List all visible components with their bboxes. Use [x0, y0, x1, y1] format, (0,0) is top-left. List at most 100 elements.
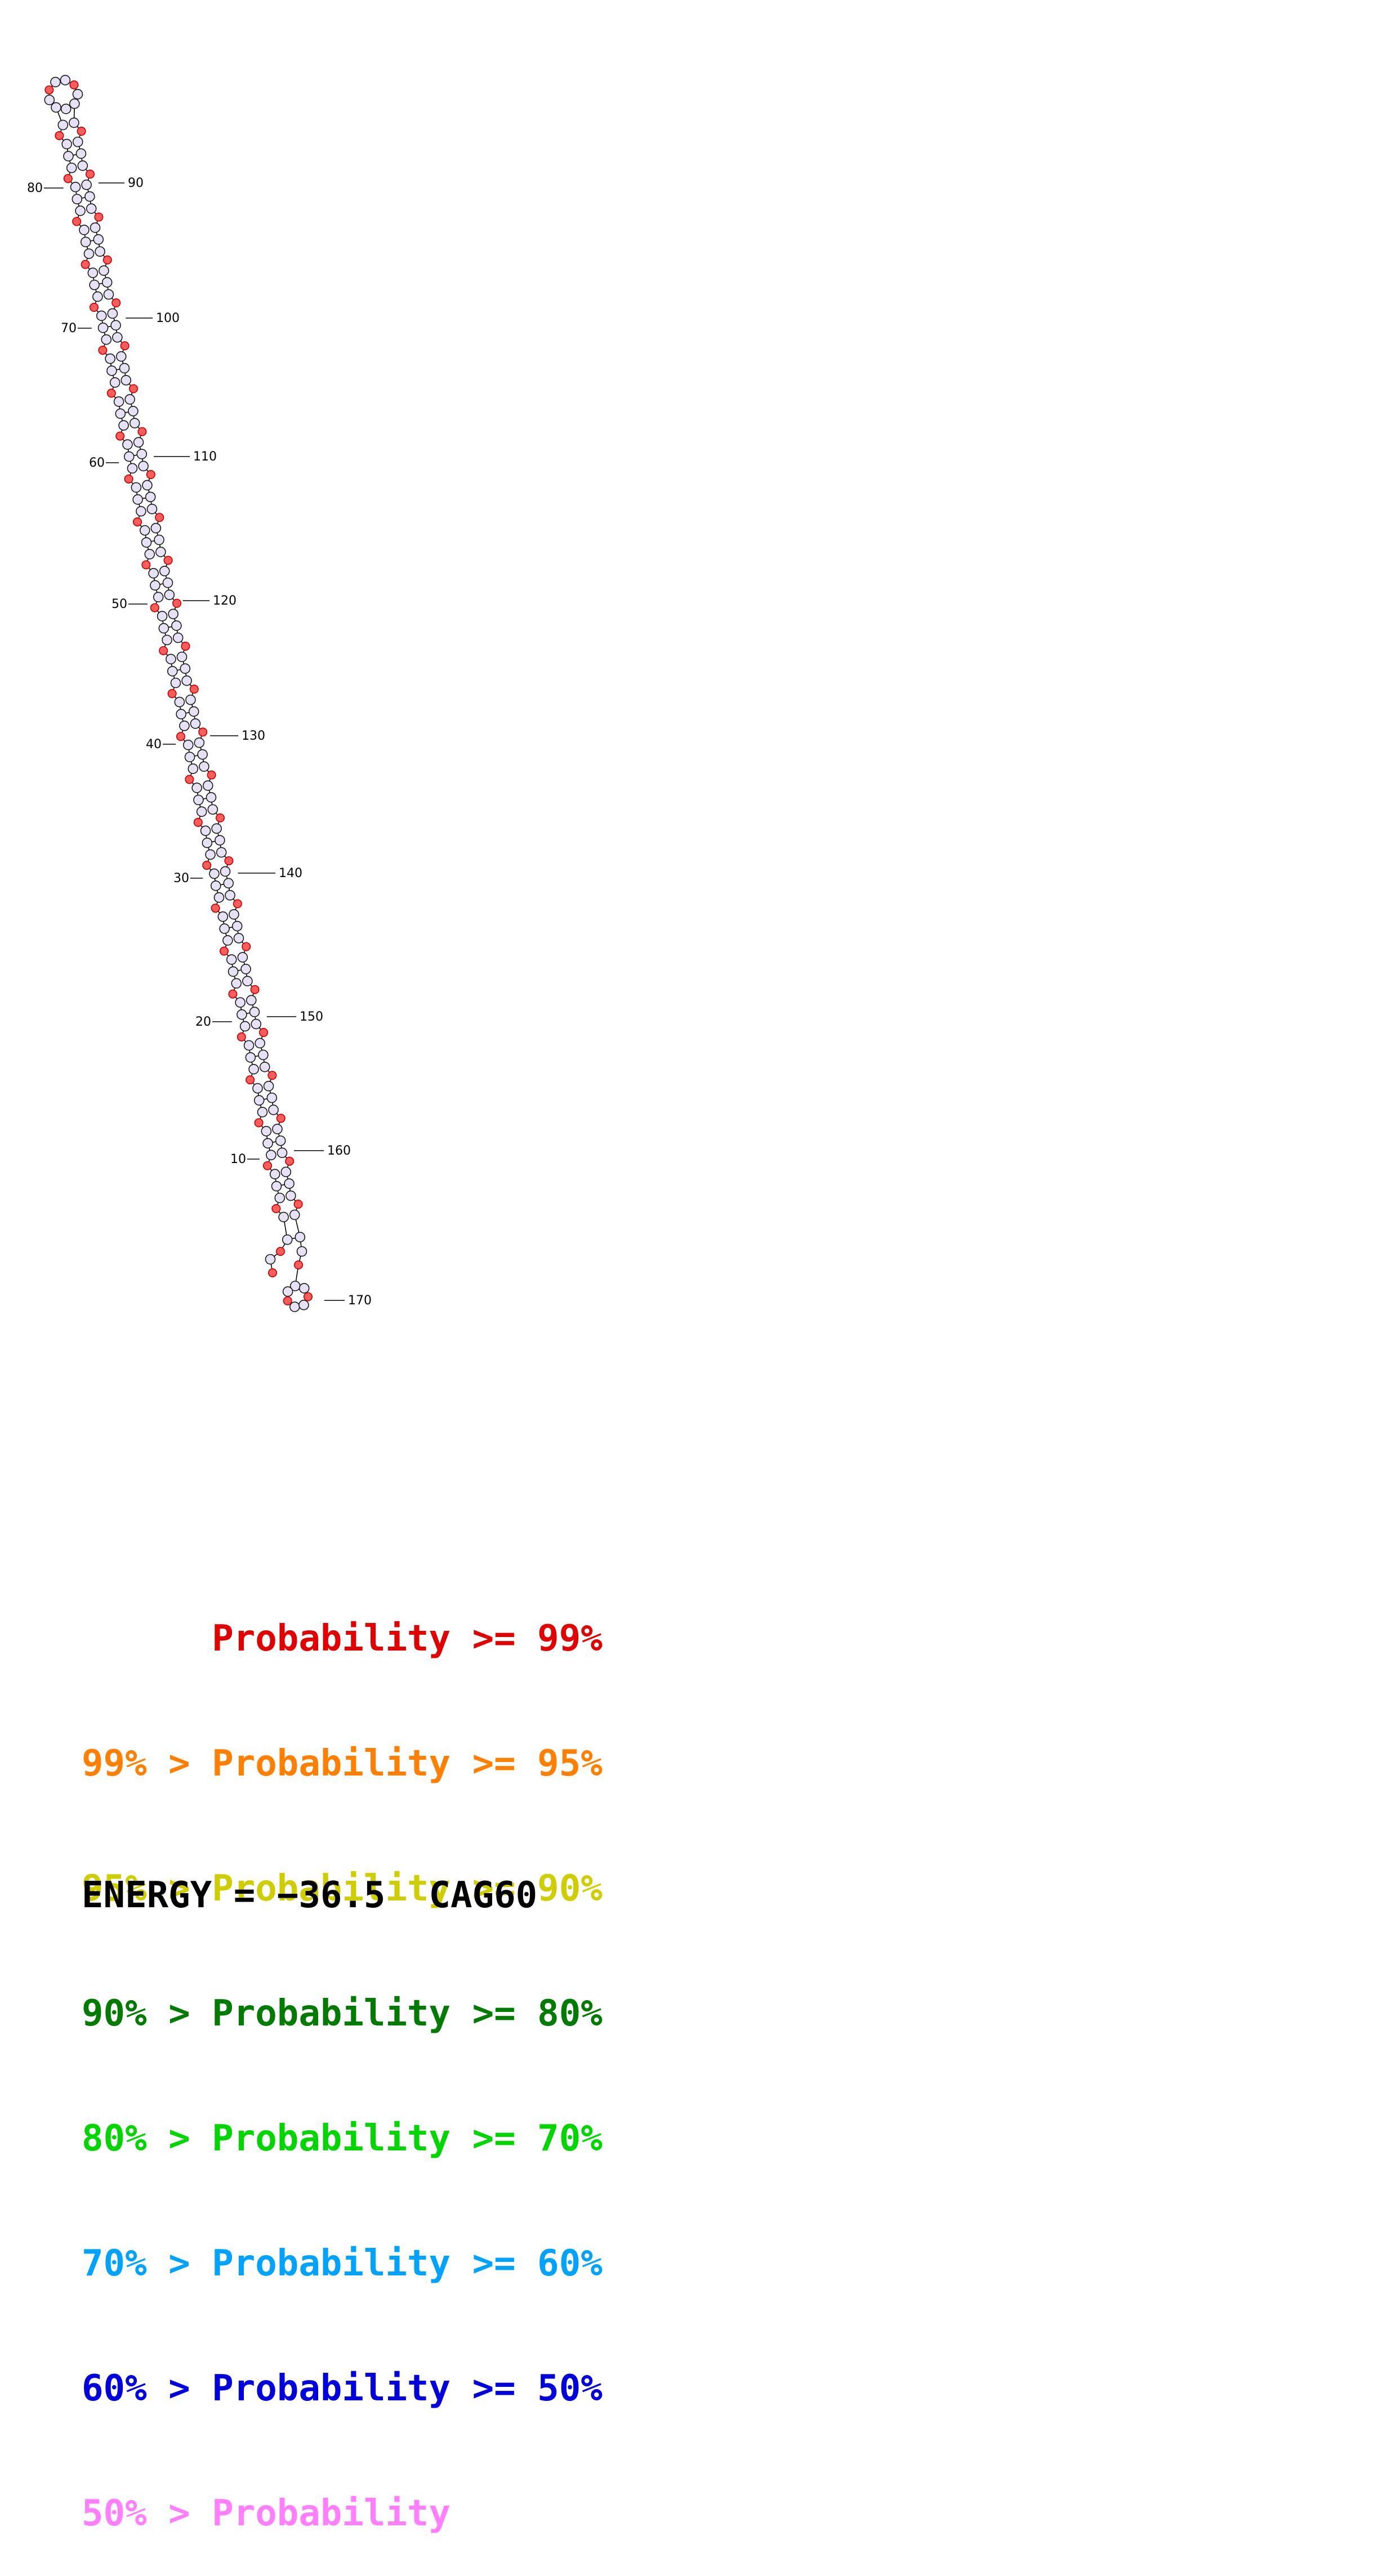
nucleotide-a-circle [203, 861, 211, 869]
nucleotide-circle [115, 409, 125, 418]
nucleotide-circle [159, 624, 168, 633]
nucleotide-a-circle [90, 303, 98, 311]
nucleotide-circle [64, 151, 73, 161]
nucleotide-circle [158, 611, 167, 621]
nucleotide-circle [67, 163, 77, 173]
nucleotide-circle [160, 566, 170, 576]
nucleotide-circle [123, 440, 132, 449]
nucleotide-circle [69, 118, 79, 128]
nucleotide-a-circle [225, 857, 233, 865]
legend-line-below-50: 50% > Probability [82, 2493, 603, 2534]
nucleotide-circle [164, 590, 174, 600]
nucleotide-circle [238, 952, 247, 962]
nucleotide-circle [99, 323, 108, 333]
nucleotide-a-circle [151, 603, 159, 611]
nucleotide-circle [275, 1193, 284, 1203]
nucleotide-circle [255, 1095, 264, 1105]
nucleotide-a-circle [194, 819, 202, 826]
nucleotide-circle [127, 463, 137, 473]
nucleotide-a-circle [130, 384, 137, 392]
nucleotide-circle [168, 609, 178, 619]
nucleotide-circle [60, 75, 70, 85]
nucleotide-circle [108, 308, 117, 318]
position-label: 170 [348, 1294, 372, 1308]
legend-line-50: 60% > Probability >= 50% [82, 2368, 603, 2409]
nucleotide-circle [162, 635, 172, 645]
nucleotide-circle [142, 480, 152, 490]
nucleotide-circle [121, 375, 131, 385]
nucleotide-circle [163, 578, 172, 588]
nucleotide-circle [166, 654, 176, 664]
nucleotide-a-circle [177, 732, 185, 740]
nucleotide-circle [71, 182, 81, 192]
nucleotide-circle [221, 867, 230, 876]
nucleotide-circle [87, 204, 96, 213]
nucleotide-circle [198, 750, 207, 759]
rna-structure-plot-page: { "legend": { "lines": [ {"text": " Prob… [0, 0, 1396, 1975]
nucleotide-circle [173, 633, 183, 642]
nucleotide-circle [51, 102, 61, 112]
nucleotide-a-circle [277, 1114, 285, 1122]
nucleotide-circle [102, 278, 112, 287]
nucleotide-circle [151, 524, 160, 533]
nucleotide-circle [211, 881, 221, 891]
nucleotide-circle [61, 104, 71, 114]
nucleotide-a-circle [133, 518, 141, 526]
nucleotide-circle [295, 1232, 305, 1242]
position-label: 90 [128, 176, 144, 190]
nucleotide-a-circle [185, 775, 193, 783]
nucleotide-a-circle [73, 217, 81, 225]
nucleotide-circle [99, 266, 109, 275]
nucleotide-a-circle [294, 1200, 302, 1208]
nucleotide-circle [241, 964, 251, 974]
nucleotide-circle [217, 848, 226, 857]
nucleotide-circle [119, 421, 128, 430]
nucleotide-a-circle [295, 1261, 302, 1269]
nucleotide-circle [227, 955, 237, 964]
position-label: 130 [242, 729, 265, 743]
nucleotide-circle [124, 452, 134, 462]
nucleotide-a-circle [268, 1071, 276, 1079]
nucleotide-circle [84, 249, 93, 258]
nucleotide-circle [156, 547, 166, 557]
nucleotide-circle [247, 995, 256, 1005]
nucleotide-circle [184, 740, 193, 750]
nucleotide-circle [255, 1039, 265, 1048]
nucleotide-circle [225, 891, 235, 900]
nucleotide-a-circle [251, 986, 258, 994]
nucleotide-circle [272, 1182, 282, 1191]
nucleotide-circle [114, 397, 124, 406]
nucleotide-a-circle [216, 814, 224, 822]
nucleotide-circle [269, 1105, 278, 1115]
nucleotide-circle [51, 77, 60, 87]
nucleotide-circle [137, 449, 146, 459]
nucleotide-circle [279, 1212, 288, 1222]
nucleotide-circle [125, 395, 135, 404]
nucleotide-circle [130, 418, 140, 428]
nucleotide-circle [182, 676, 191, 686]
nucleotide-a-circle [286, 1157, 293, 1165]
nucleotide-circle [197, 807, 207, 816]
nucleotide-circle [133, 495, 142, 504]
nucleotide-a-circle [246, 1076, 254, 1084]
nucleotide-a-circle [104, 256, 111, 264]
nucleotide-circle [82, 180, 91, 190]
nucleotide-circle [253, 1084, 262, 1093]
nucleotide-a-circle [168, 690, 176, 697]
nucleotide-a-circle [99, 346, 106, 354]
nucleotide-circle [286, 1191, 296, 1201]
nucleotide-circle [105, 354, 115, 364]
nucleotide-circle [101, 335, 111, 345]
nucleotide-circle [192, 783, 202, 793]
nucleotide-circle [233, 922, 242, 931]
nucleotide-a-circle [220, 947, 228, 955]
nucleotide-circle [90, 280, 99, 290]
nucleotide-circle [290, 1302, 300, 1312]
nucleotide-a-circle [181, 642, 189, 650]
nucleotide-circle [297, 1247, 307, 1256]
nucleotide-circle [185, 752, 195, 762]
nucleotide-a-circle [112, 299, 120, 307]
nucleotide-circle [146, 492, 155, 502]
nucleotide-circle [281, 1167, 291, 1177]
nucleotide-circle [276, 1136, 286, 1146]
